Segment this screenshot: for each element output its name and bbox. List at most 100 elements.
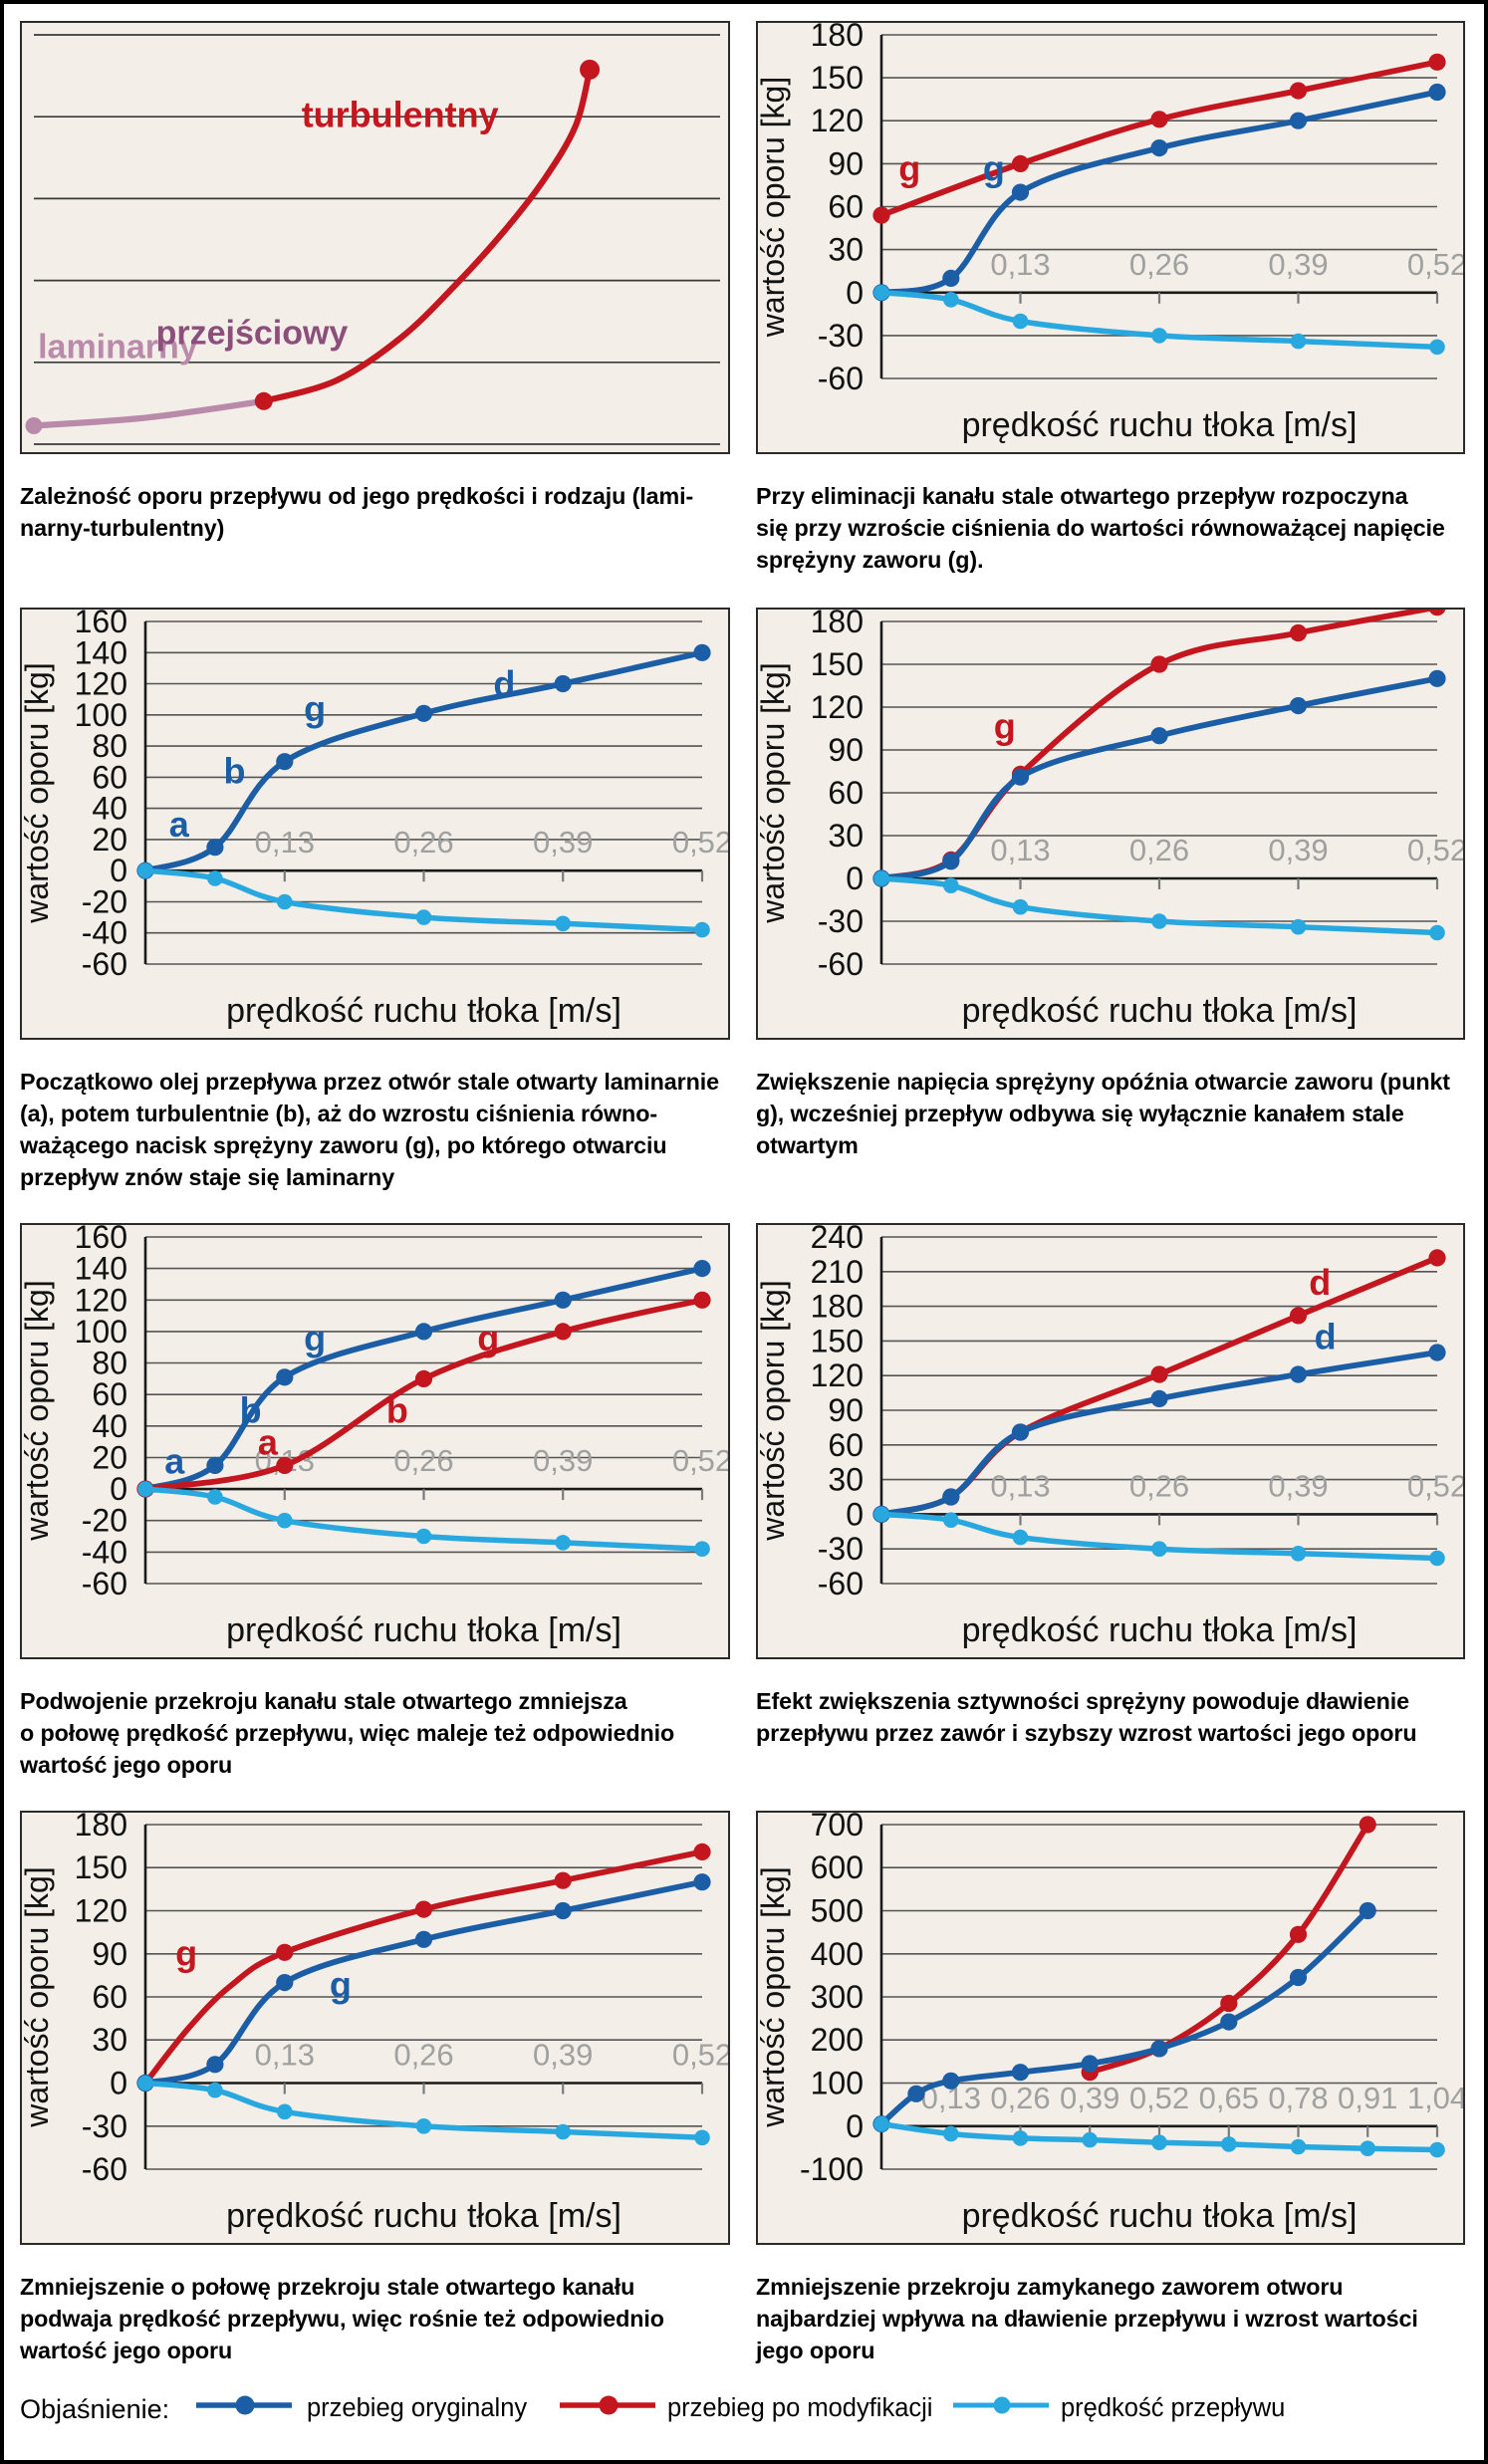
svg-text:150: 150: [811, 646, 864, 682]
svg-text:b: b: [386, 1390, 408, 1431]
svg-text:120: 120: [811, 103, 864, 138]
svg-text:300: 300: [811, 1979, 864, 2015]
svg-text:40: 40: [92, 1408, 127, 1444]
svg-text:a: a: [169, 804, 190, 845]
svg-text:-30: -30: [818, 1531, 864, 1567]
svg-text:b: b: [224, 751, 246, 792]
svg-text:0,52: 0,52: [672, 1443, 730, 1478]
svg-text:0,39: 0,39: [1268, 833, 1328, 867]
svg-text:g: g: [994, 706, 1016, 747]
svg-text:120: 120: [75, 1282, 127, 1318]
svg-text:wartość oporu [kg]: wartość oporu [kg]: [22, 1280, 55, 1541]
svg-text:0,39: 0,39: [1268, 1468, 1328, 1503]
svg-text:0,52: 0,52: [1407, 247, 1465, 282]
svg-text:1,04: 1,04: [1407, 2081, 1465, 2115]
svg-text:0,52: 0,52: [672, 2038, 730, 2073]
svg-text:turbulentny: turbulentny: [302, 95, 499, 135]
svg-text:180: 180: [75, 1813, 127, 1843]
svg-text:0,65: 0,65: [1199, 2081, 1259, 2115]
svg-text:-20: -20: [82, 1503, 127, 1539]
svg-text:120: 120: [811, 689, 864, 725]
svg-text:wartość oporu [kg]: wartość oporu [kg]: [758, 662, 791, 923]
svg-text:0,39: 0,39: [1268, 247, 1328, 282]
svg-text:20: 20: [92, 822, 127, 858]
svg-text:90: 90: [828, 732, 864, 768]
svg-text:80: 80: [92, 728, 127, 764]
svg-text:wartość oporu [kg]: wartość oporu [kg]: [22, 662, 55, 923]
svg-text:-40: -40: [82, 915, 127, 951]
svg-text:0,26: 0,26: [1129, 1468, 1189, 1503]
svg-text:30: 30: [828, 232, 864, 268]
svg-text:a: a: [164, 1440, 185, 1481]
svg-text:prędkość ruchu tłoka [m/s]: prędkość ruchu tłoka [m/s]: [962, 2197, 1358, 2235]
svg-text:d: d: [1309, 1262, 1331, 1303]
svg-text:g: g: [330, 1964, 352, 2005]
svg-text:100: 100: [75, 1314, 127, 1350]
svg-text:0,39: 0,39: [1060, 2081, 1119, 2115]
svg-text:g: g: [304, 1318, 326, 1358]
svg-text:60: 60: [92, 1376, 127, 1412]
svg-text:0: 0: [846, 275, 864, 311]
svg-text:400: 400: [811, 1936, 864, 1972]
svg-text:d: d: [493, 663, 515, 704]
svg-text:g: g: [983, 148, 1005, 189]
svg-text:prędkość ruchu tłoka [m/s]: prędkość ruchu tłoka [m/s]: [962, 1611, 1358, 1649]
svg-text:-60: -60: [818, 361, 864, 396]
svg-text:60: 60: [92, 759, 127, 795]
svg-text:-40: -40: [82, 1534, 127, 1570]
svg-text:90: 90: [92, 1936, 127, 1972]
svg-text:60: 60: [92, 1979, 127, 2015]
svg-text:60: 60: [828, 775, 864, 811]
svg-text:100: 100: [75, 697, 127, 733]
svg-text:0,52: 0,52: [1129, 2081, 1189, 2115]
svg-text:100: 100: [811, 2066, 864, 2101]
svg-text:prędkość ruchu tłoka [m/s]: prędkość ruchu tłoka [m/s]: [226, 2197, 621, 2235]
svg-text:-60: -60: [82, 1566, 127, 1602]
svg-text:0: 0: [846, 861, 864, 896]
svg-text:a: a: [258, 1421, 279, 1462]
svg-text:prędkość ruchu tłoka [m/s]: prędkość ruchu tłoka [m/s]: [226, 1611, 621, 1649]
svg-text:0: 0: [110, 1471, 127, 1507]
svg-text:prędkość ruchu tłoka [m/s]: prędkość ruchu tłoka [m/s]: [226, 992, 621, 1030]
svg-text:-60: -60: [82, 2151, 127, 2187]
svg-text:0,91: 0,91: [1338, 2081, 1397, 2115]
svg-text:0,39: 0,39: [533, 2038, 593, 2073]
svg-text:-30: -30: [818, 318, 864, 354]
svg-text:0: 0: [846, 1496, 864, 1532]
svg-text:150: 150: [811, 60, 864, 96]
svg-text:g: g: [898, 148, 920, 189]
svg-text:240: 240: [811, 1225, 864, 1255]
svg-text:-30: -30: [82, 2108, 127, 2144]
svg-text:80: 80: [92, 1346, 127, 1381]
svg-text:g: g: [175, 1932, 197, 1973]
svg-text:210: 210: [811, 1254, 864, 1290]
svg-text:wartość oporu [kg]: wartość oporu [kg]: [758, 1280, 791, 1541]
svg-text:120: 120: [75, 666, 127, 702]
svg-text:0,13: 0,13: [990, 1468, 1050, 1503]
svg-text:-100: -100: [800, 2151, 864, 2187]
svg-text:-30: -30: [818, 903, 864, 939]
svg-text:0: 0: [110, 853, 127, 888]
svg-text:120: 120: [811, 1357, 864, 1393]
svg-text:30: 30: [92, 2022, 127, 2058]
svg-text:wartość oporu [kg]: wartość oporu [kg]: [758, 77, 791, 338]
svg-text:0,26: 0,26: [393, 825, 453, 860]
svg-text:wartość oporu [kg]: wartość oporu [kg]: [758, 1866, 791, 2127]
svg-text:120: 120: [75, 1893, 127, 1929]
svg-text:prędkość ruchu tłoka [m/s]: prędkość ruchu tłoka [m/s]: [962, 992, 1358, 1030]
svg-text:0,26: 0,26: [393, 2038, 453, 2073]
svg-text:0,13: 0,13: [990, 247, 1050, 282]
svg-text:30: 30: [828, 1462, 864, 1498]
svg-text:200: 200: [811, 2022, 864, 2058]
svg-text:-60: -60: [818, 1566, 864, 1602]
svg-text:40: 40: [92, 791, 127, 827]
svg-text:d: d: [1315, 1317, 1337, 1357]
svg-text:0,52: 0,52: [1407, 833, 1465, 867]
svg-text:0,39: 0,39: [533, 825, 593, 860]
svg-text:-20: -20: [82, 884, 127, 920]
svg-text:0,26: 0,26: [1129, 833, 1189, 867]
svg-text:180: 180: [811, 23, 864, 53]
svg-text:g: g: [477, 1318, 499, 1358]
svg-text:-60: -60: [82, 946, 127, 982]
svg-text:60: 60: [828, 1427, 864, 1463]
